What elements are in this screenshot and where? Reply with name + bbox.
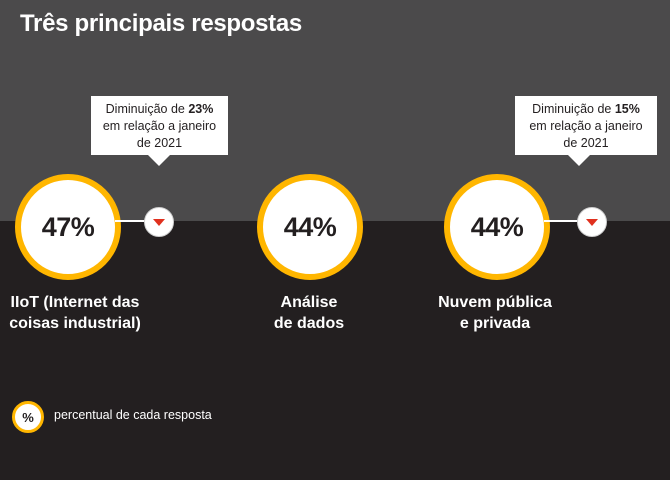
callout-line-1: Diminuição de 23% — [105, 102, 214, 116]
item-label-nuvem: Nuvem pública e privada — [438, 294, 552, 332]
legend-symbol: % — [22, 409, 34, 425]
connector-line-iiot — [115, 220, 145, 222]
value-label-nuvem: 44% — [470, 211, 524, 242]
legend-percent-icon: % — [12, 401, 44, 433]
value-label-iiot: 47% — [41, 211, 95, 242]
item-label-analise: Análise de dados — [273, 294, 345, 332]
callout-line-3: de 2021 — [136, 136, 183, 150]
item-label-iiot: IIoT (Internet das coisas industrial) — [9, 294, 141, 332]
change-callout-nuvem: Diminuição de 15% em relação a janeiro d… — [515, 96, 657, 166]
callout-line-2: em relação a janeiro — [102, 119, 217, 133]
down-arrow-icon — [577, 207, 607, 237]
callout-line-2: em relação a janeiro — [529, 119, 643, 133]
connector-line-nuvem — [544, 220, 578, 222]
value-circle-analise: 44% — [257, 174, 363, 280]
down-arrow-icon — [144, 207, 174, 237]
chart-title: Três principais respostas — [20, 10, 302, 37]
callout-line-3: de 2021 — [563, 136, 609, 150]
legend-text: percentual de cada resposta — [54, 408, 212, 422]
value-circle-nuvem: 44% — [444, 174, 550, 280]
value-circle-iiot: 47% — [15, 174, 121, 280]
value-label-analise: 44% — [283, 211, 337, 242]
change-callout-iiot: Diminuição de 23% em relação a janeiro d… — [91, 96, 228, 166]
callout-line-1: Diminuição de 15% — [532, 102, 640, 116]
